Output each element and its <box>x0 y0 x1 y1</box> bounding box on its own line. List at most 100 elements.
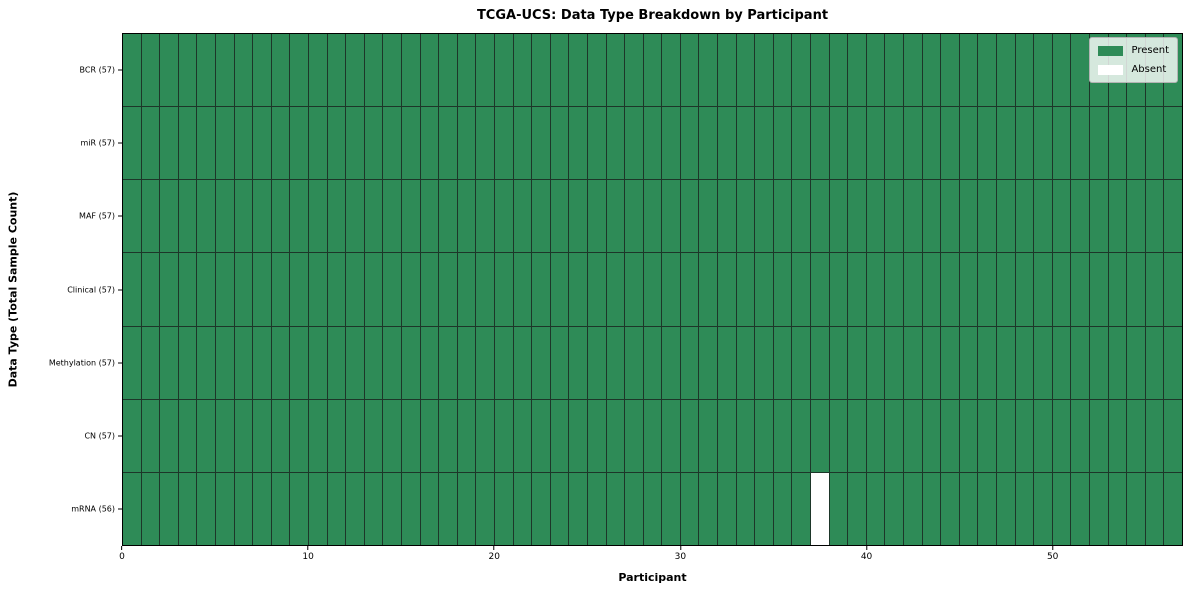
heatmap-cell <box>141 107 160 180</box>
heatmap-cell <box>773 326 792 399</box>
heatmap-cell <box>662 399 680 472</box>
heatmap-cell <box>922 107 941 180</box>
x-tick-mark <box>121 546 123 550</box>
heatmap-cell <box>401 107 420 180</box>
heatmap-cell <box>439 399 457 472</box>
heatmap-cell <box>141 180 160 253</box>
heatmap-cell <box>997 34 1015 107</box>
heatmap-cell <box>792 34 811 107</box>
heatmap-cell <box>643 253 662 326</box>
heatmap-cell <box>1127 399 1145 472</box>
heatmap-cell <box>997 180 1015 253</box>
heatmap-cell <box>997 472 1015 545</box>
heatmap-cell <box>1145 180 1164 253</box>
heatmap-cell <box>401 326 420 399</box>
heatmap-cell <box>1127 326 1145 399</box>
heatmap-cell <box>625 472 643 545</box>
heatmap-cell <box>680 107 699 180</box>
heatmap-cell <box>959 472 978 545</box>
heatmap-cell <box>643 472 662 545</box>
heatmap-cell <box>346 107 364 180</box>
heatmap-cell <box>234 399 253 472</box>
heatmap-cell <box>160 472 178 545</box>
heatmap-cell <box>718 180 736 253</box>
heatmap-cell <box>904 180 922 253</box>
heatmap-cell <box>1090 326 1108 399</box>
heatmap-cell <box>253 326 271 399</box>
heatmap-cell <box>587 399 606 472</box>
heatmap-cell <box>346 253 364 326</box>
heatmap-cell <box>773 107 792 180</box>
heatmap-cell <box>364 253 383 326</box>
heatmap-cell <box>439 180 457 253</box>
heatmap-cell <box>792 253 811 326</box>
heatmap-cell <box>457 472 476 545</box>
heatmap-cell <box>755 472 773 545</box>
heatmap-cell <box>662 107 680 180</box>
heatmap-cell <box>1052 399 1071 472</box>
heatmap-cell <box>1090 399 1108 472</box>
heatmap-cell <box>680 34 699 107</box>
heatmap-cell <box>755 326 773 399</box>
heatmap-cell <box>494 180 513 253</box>
heatmap-cell <box>718 34 736 107</box>
heatmap-cell <box>1034 253 1052 326</box>
x-tick-mark <box>307 546 309 550</box>
heatmap-cell <box>290 107 308 180</box>
heatmap-cell <box>253 180 271 253</box>
heatmap-cell <box>792 399 811 472</box>
heatmap-cell <box>848 399 866 472</box>
heatmap-cell <box>904 399 922 472</box>
heatmap-cell <box>123 34 141 107</box>
y-tick-mark <box>118 508 122 510</box>
heatmap-cell <box>625 180 643 253</box>
heatmap-cell <box>773 34 792 107</box>
heatmap-cell <box>1052 180 1071 253</box>
heatmap-cell <box>1108 399 1127 472</box>
legend-entry-absent: Absent <box>1098 63 1169 76</box>
heatmap-cell <box>457 253 476 326</box>
heatmap-cell <box>569 253 587 326</box>
absent-swatch <box>1098 64 1124 75</box>
heatmap-cell <box>811 326 829 399</box>
heatmap-cell <box>941 180 959 253</box>
y-tick: BCR (57) <box>80 65 122 74</box>
x-tick-mark <box>1052 546 1054 550</box>
heatmap-cell <box>513 34 532 107</box>
heatmap-cell <box>253 399 271 472</box>
heatmap-cell <box>699 107 718 180</box>
heatmap-cell <box>308 180 327 253</box>
heatmap-cell <box>736 472 755 545</box>
y-tick-mark <box>118 215 122 217</box>
heatmap-cell <box>1145 399 1164 472</box>
heatmap-cell <box>253 34 271 107</box>
heatmap-cell <box>1108 253 1127 326</box>
heatmap-cell <box>494 253 513 326</box>
heatmap-cell <box>271 34 290 107</box>
heatmap-cell <box>1127 107 1145 180</box>
heatmap-cell <box>978 399 997 472</box>
heatmap-cell <box>420 180 439 253</box>
heatmap-cell <box>662 180 680 253</box>
heatmap-cell <box>1090 253 1108 326</box>
heatmap-cell <box>792 326 811 399</box>
plot-area: Present Absent <box>122 33 1183 546</box>
heatmap-cell <box>773 472 792 545</box>
heatmap-cell <box>346 399 364 472</box>
heatmap-cell <box>811 472 829 545</box>
heatmap-cell <box>420 472 439 545</box>
heatmap-cell <box>327 34 346 107</box>
x-tick-label: 10 <box>302 552 314 562</box>
heatmap-cell <box>253 107 271 180</box>
heatmap-cell <box>234 34 253 107</box>
heatmap-cell <box>569 472 587 545</box>
heatmap-cell <box>1034 472 1052 545</box>
heatmap-cell <box>1071 34 1090 107</box>
heatmap-cell <box>866 326 885 399</box>
heatmap-cell <box>587 107 606 180</box>
heatmap-cell <box>550 326 569 399</box>
heatmap-cell <box>383 399 401 472</box>
heatmap-cell <box>290 399 308 472</box>
heatmap-cell <box>625 253 643 326</box>
heatmap-cell <box>401 180 420 253</box>
